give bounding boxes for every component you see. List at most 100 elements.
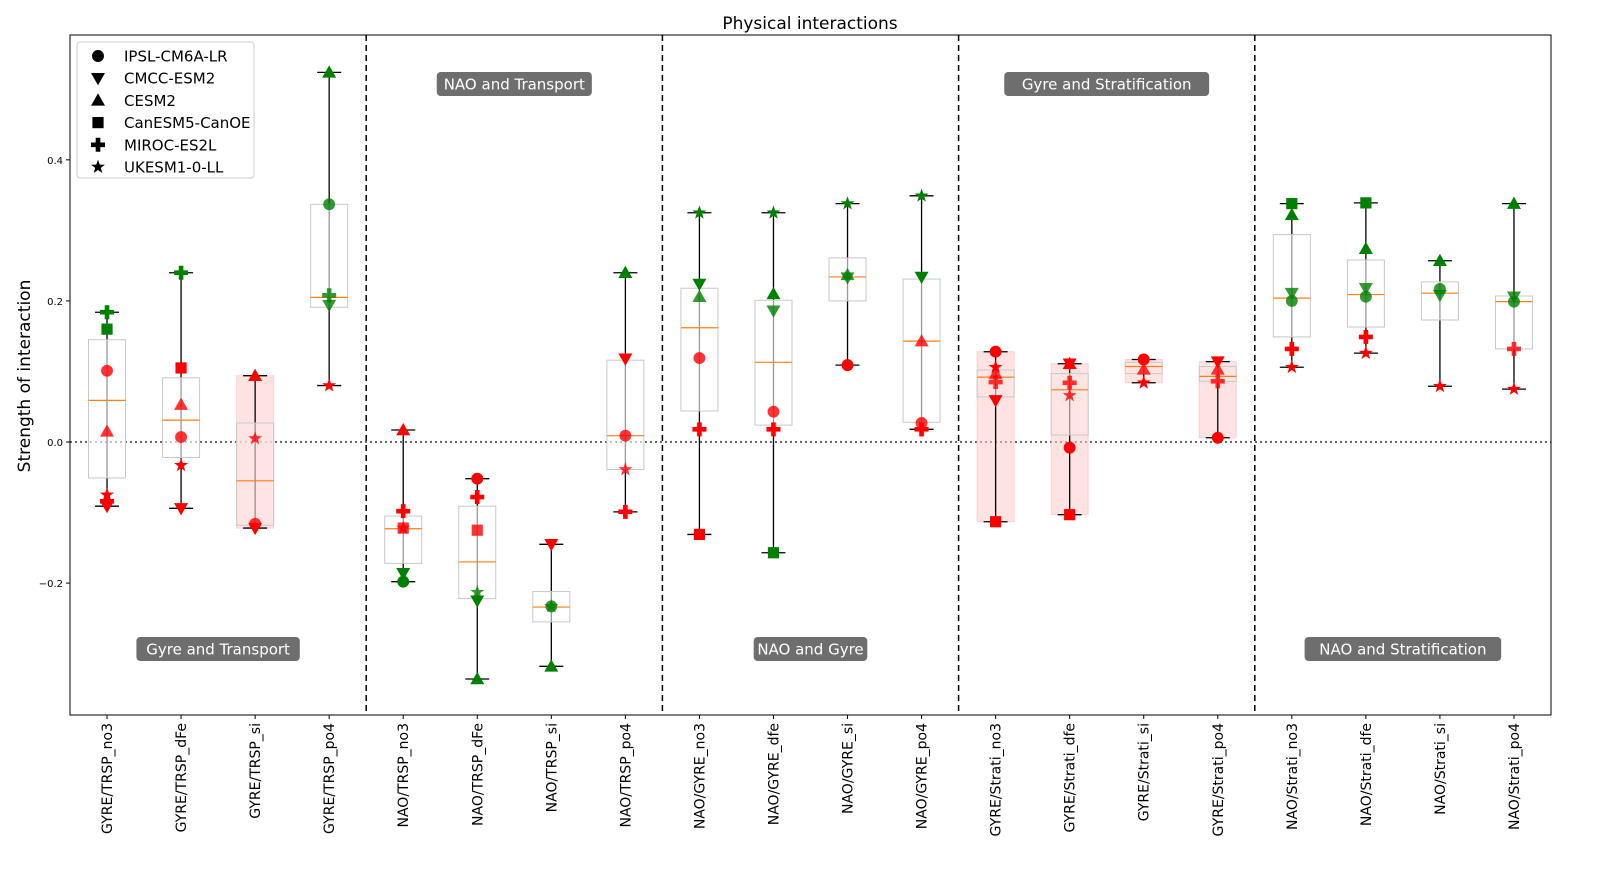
data-point-ipsl-cm6a-lr [619,429,632,442]
data-point-miroc-es2l [1284,341,1299,356]
legend-frame [76,41,255,179]
data-point-cmcc-esm2 [914,271,929,284]
box [162,377,201,459]
data-point-canesm5-canoe [767,547,780,559]
category-group [88,305,127,514]
x-tick-label: GYRE/TRSP_si [248,723,264,819]
legend-marker-plus-icon [91,137,105,152]
data-point-ukesm1-0-ll [692,205,707,219]
x-tick-label: GYRE/Strati_po4 [1211,723,1227,837]
section-label: NAO and Transport [436,72,592,96]
data-point-canesm5-canoe [1360,197,1372,209]
data-point-ukesm1-0-ll [1432,378,1447,393]
x-tick-label: GYRE/TRSP_dFe [174,723,190,832]
x-tick-label: GYRE/Strati_no3 [989,723,1005,836]
data-point-cmcc-esm2 [248,522,263,536]
data-point-cesm2 [1210,362,1225,375]
data-point-ipsl-cm6a-lr [1211,431,1224,444]
data-point-ukesm1-0-ll [1062,388,1077,402]
data-point-cesm2 [1506,196,1521,209]
legend-entry: UKESM1-0-LL [124,159,224,177]
data-point-ipsl-cm6a-lr [323,198,336,211]
data-point-ukesm1-0-ll [322,378,337,392]
legend-marker-triangle-down-icon [91,72,105,86]
category-group [606,265,645,519]
section-label: Gyre and Stratification [1004,72,1210,96]
section-label-box [1304,637,1502,661]
legend-marker-square-icon [92,117,104,129]
data-point-cmcc-esm2 [1432,290,1447,303]
category-group [532,539,571,672]
data-point-cesm2 [1136,362,1151,375]
section-label-text: NAO and Stratification [1319,641,1486,659]
data-point-cmcc-esm2 [322,299,337,313]
data-point-cesm2 [322,65,337,78]
plot-frame [69,34,1552,716]
section-label-box [753,637,868,661]
data-point-cesm2 [766,286,781,300]
x-tick-label: GYRE/Strati_si [1137,723,1153,821]
category-group [1420,253,1459,393]
data-point-ipsl-cm6a-lr [175,431,188,444]
data-point-ukesm1-0-ll [840,196,855,210]
data-point-miroc-es2l [396,504,411,519]
category-group [754,205,793,559]
category-group [310,65,349,392]
data-point-cmcc-esm2 [988,395,1003,408]
data-point-ipsl-cm6a-lr [841,359,854,372]
y-axis-label: Strength of interaction [15,280,35,473]
data-point-ipsl-cm6a-lr [1285,294,1298,307]
x-tick-label: NAO/TRSP_dFe [470,723,486,826]
legend-entry: CanESM5-CanOE [124,114,251,132]
data-point-cesm2 [470,672,485,685]
data-point-cesm2 [1062,356,1077,369]
section-label-text: NAO and Gyre [757,641,863,659]
chart-title: Physical interactions [722,14,897,34]
section-label: Gyre and Transport [136,637,300,661]
data-point-ukesm1-0-ll [1358,345,1373,360]
category-group [976,345,1015,528]
legend-marker-triangle-up-icon [91,93,105,106]
data-point-cmcc-esm2 [1506,291,1521,304]
data-point-ukesm1-0-ll [988,359,1003,374]
data-point-canesm5-canoe [471,524,483,536]
section-label-text: NAO and Transport [444,76,585,94]
data-point-cesm2 [840,267,855,281]
section-label: NAO and Stratification [1304,637,1502,661]
data-point-miroc-es2l [766,422,781,437]
section-label-box [436,72,592,96]
data-point-cesm2 [248,368,263,381]
category-group [1272,197,1311,374]
data-point-miroc-es2l [470,490,485,505]
data-point-cmcc-esm2 [396,567,411,581]
x-tick-label: GYRE/Strati_dfe [1063,723,1079,833]
data-point-ipsl-cm6a-lr [1137,353,1150,366]
legend: IPSL-CM6A-LR CMCC-ESM2 CESM2 CanESM5-CanOE M… [76,41,255,179]
data-point-cmcc-esm2 [470,595,485,608]
y-tick-label: 0.0 [47,438,63,449]
data-point-miroc-es2l [174,265,189,280]
box [458,505,497,600]
y-tick-label: 0.4 [47,156,63,167]
data-point-ukesm1-0-ll [766,205,781,219]
data-point-canesm5-canoe [175,362,187,374]
data-point-miroc-es2l [1062,375,1077,390]
data-point-ukesm1-0-ll [1506,381,1521,396]
legend-marker-circle-icon [92,50,104,62]
data-point-cesm2 [988,366,1003,379]
category-group [458,472,497,685]
x-tick-label: NAO/Strati_no3 [1285,723,1301,830]
category-group [162,265,201,516]
data-point-ukesm1-0-ll [544,599,559,613]
data-point-cesm2 [914,334,929,347]
section-label-box [136,637,300,661]
y-tick-label: 0.2 [47,297,63,308]
data-point-canesm5-canoe [101,323,113,335]
data-point-ukesm1-0-ll [914,188,929,202]
x-tick-label: GYRE/TRSP_no3 [100,723,116,834]
data-point-miroc-es2l [618,504,633,519]
x-tick-label: GYRE/TRSP_po4 [322,723,338,834]
data-point-ukesm1-0-ll [470,584,485,599]
x-tick-label: NAO/GYRE_no3 [692,723,708,829]
data-point-cesm2 [1284,207,1299,221]
